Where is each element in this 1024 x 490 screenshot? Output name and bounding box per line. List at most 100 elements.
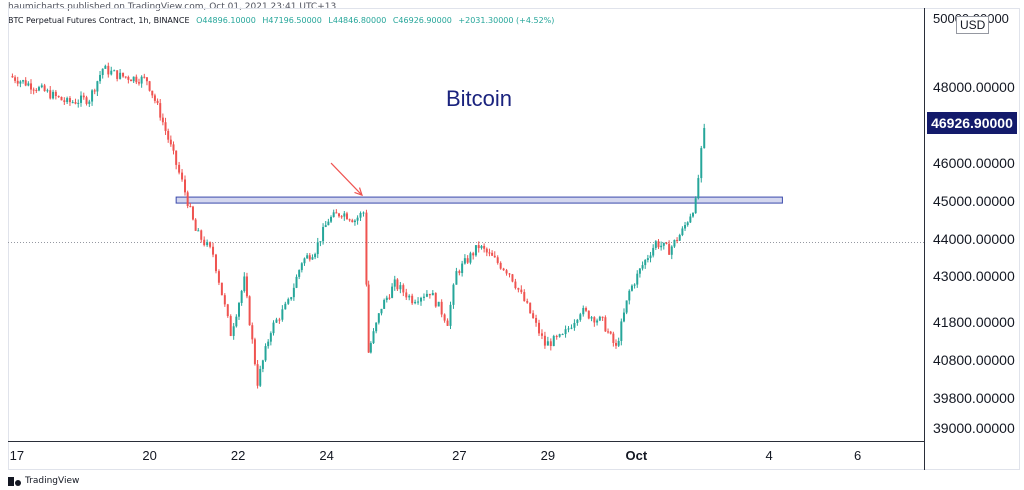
- candle-body: [694, 198, 697, 214]
- candle-body: [549, 341, 552, 347]
- candle-body: [422, 296, 425, 298]
- candle-body: [63, 100, 66, 103]
- candle-body: [281, 309, 284, 320]
- candle-body: [284, 303, 287, 310]
- candle-body: [598, 316, 601, 321]
- candle-body: [628, 290, 631, 301]
- candle-body: [593, 317, 596, 323]
- candle-body: [417, 301, 420, 303]
- brand-label: TradingView: [25, 476, 80, 486]
- candle-body: [697, 178, 700, 199]
- candle-body: [99, 74, 102, 82]
- candle-body: [652, 247, 655, 256]
- publish-line: haumicharts published on TradingView.com…: [8, 2, 337, 12]
- candle-body: [88, 101, 91, 104]
- candle-body: [375, 322, 378, 332]
- candle-body: [508, 273, 511, 275]
- candle-body: [411, 295, 414, 304]
- candle-body: [393, 279, 396, 287]
- candle-body: [181, 172, 184, 180]
- candle-body: [657, 241, 660, 248]
- candle-body: [437, 301, 440, 307]
- candle-body: [502, 268, 505, 271]
- candle-body: [151, 90, 154, 96]
- candle-body: [220, 282, 223, 296]
- candle-body: [345, 213, 348, 220]
- candle-body: [399, 285, 402, 290]
- candle-body: [292, 287, 295, 298]
- time-axis-border: [8, 441, 925, 442]
- candle-body: [300, 263, 303, 271]
- candle-body: [665, 242, 668, 244]
- date-tick-label: 20: [142, 448, 157, 463]
- candle-body: [622, 312, 625, 322]
- candle-body: [264, 346, 267, 361]
- candle-body: [514, 281, 517, 289]
- candle-body: [703, 127, 706, 149]
- candle-body: [596, 320, 599, 323]
- candle-body: [587, 310, 590, 319]
- candle-body: [676, 239, 679, 241]
- price-tick-label: 46000.00000: [933, 155, 1015, 172]
- candle-body: [420, 297, 423, 302]
- candle-body: [80, 95, 83, 103]
- candle-body: [324, 225, 327, 228]
- candle-body: [496, 257, 499, 263]
- candle-body: [469, 253, 472, 263]
- candle-body: [132, 76, 135, 82]
- candle-body: [466, 258, 469, 263]
- candle-body: [49, 90, 52, 99]
- candle-body: [511, 274, 514, 282]
- price-tick-label: 44000.00000: [933, 230, 1015, 247]
- candle-body: [217, 271, 220, 283]
- candle-body: [391, 286, 394, 298]
- candle-body: [110, 70, 113, 75]
- candle-body: [644, 259, 647, 266]
- candle-body: [226, 304, 229, 317]
- candle-body: [295, 276, 298, 288]
- resistance-zone: [175, 196, 783, 204]
- candle-body: [77, 102, 80, 104]
- candle-body: [567, 328, 570, 330]
- candle-body: [463, 258, 466, 264]
- candle-body: [700, 148, 703, 179]
- candle-body: [455, 271, 458, 285]
- date-tick-label: 29: [540, 448, 556, 463]
- candle-body: [54, 91, 57, 97]
- chart-annotation: Bitcoin: [446, 86, 513, 111]
- candle-body: [458, 271, 461, 274]
- candle-body: [526, 301, 529, 303]
- candle-body: [256, 364, 259, 386]
- candle-body: [16, 80, 19, 84]
- candle-body: [30, 83, 33, 90]
- candle-body: [32, 89, 35, 91]
- candle-body: [248, 296, 251, 326]
- candle-body: [37, 87, 40, 91]
- candle-body: [396, 279, 399, 290]
- candle-body: [287, 299, 290, 304]
- candle-body: [232, 326, 235, 336]
- date-tick-label: 27: [452, 448, 467, 463]
- currency-button[interactable]: USD: [956, 16, 990, 34]
- candle-body: [172, 144, 175, 151]
- candle-body: [330, 216, 333, 222]
- candle-body: [689, 216, 692, 223]
- candle-body: [153, 95, 156, 101]
- candle-body: [22, 80, 25, 82]
- candle-body: [52, 91, 55, 99]
- candle-body: [40, 85, 43, 88]
- price-tick-label: 43000.00000: [933, 268, 1015, 285]
- candle-body: [523, 292, 526, 302]
- candle-body: [681, 228, 684, 236]
- candle-body: [116, 70, 119, 79]
- candle-body: [60, 96, 63, 101]
- candle-body: [197, 230, 200, 232]
- candle-body: [662, 242, 665, 246]
- candle-body: [237, 302, 240, 317]
- candle-body: [332, 212, 335, 217]
- candle-body: [590, 317, 593, 319]
- candle-body: [684, 225, 687, 229]
- candle-body: [582, 308, 585, 315]
- candle-body: [57, 96, 60, 98]
